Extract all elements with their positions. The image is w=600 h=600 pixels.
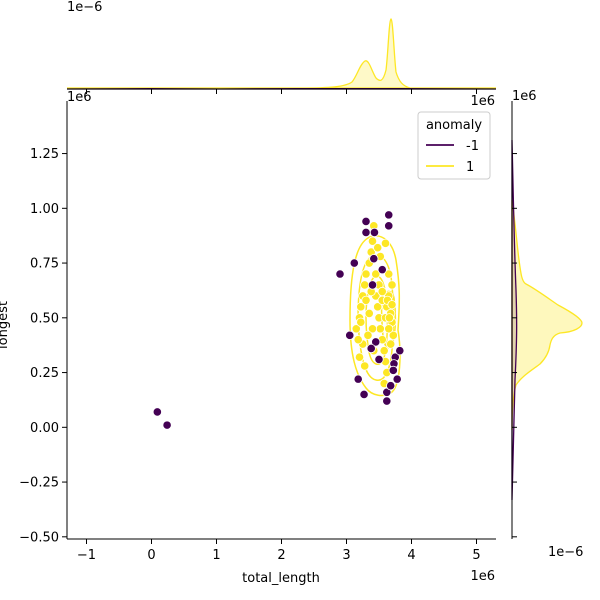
scatter-point: [351, 324, 361, 334]
x-axis-label: total_length: [242, 571, 320, 586]
scatter-point: [353, 374, 363, 384]
scatter-point: [384, 324, 394, 334]
right-marginal-kde-normal: [511, 199, 583, 431]
scatter-point: [364, 308, 374, 319]
y-axis-label: longest: [0, 301, 11, 349]
scatter-point: [363, 330, 373, 340]
x-tick-label: 1: [212, 548, 220, 563]
scatter-point: [382, 396, 392, 406]
right-marginal-offset-label-bottom: 1e−6: [548, 545, 583, 560]
y-tick-label: −0.50: [19, 530, 59, 545]
scatter-point: [384, 269, 394, 279]
legend-title: anomaly: [426, 118, 482, 133]
scatter-point: [353, 335, 363, 345]
scatter-point: [356, 302, 366, 312]
scatter-point: [361, 269, 371, 279]
top-marginal-offset-label: 1e−6: [67, 0, 102, 15]
scatter-point: [361, 227, 371, 237]
scatter-point: [384, 313, 394, 323]
main-plot: −1 0 1 2 3 4 5 −0.50 −0.25 0.00 0.25 0.50 0.75 1.00 1…: [19, 89, 517, 563]
scatter-point: [377, 265, 387, 275]
scatter-point: [371, 269, 381, 279]
scatter-point: [356, 317, 366, 327]
x-tick-label: 0: [147, 548, 155, 563]
scatter-point: [388, 365, 398, 375]
scatter-point: [395, 346, 405, 356]
scatter-point: [384, 210, 394, 220]
scatter-point: [345, 330, 355, 340]
scatter-point: [369, 254, 379, 264]
y-tick-label: 0.00: [30, 421, 59, 436]
scatter-point: [369, 227, 380, 237]
scatter-point: [367, 324, 378, 334]
scatter-point: [162, 420, 172, 430]
scatter-point: [386, 381, 396, 391]
right-marginal-offset-label-top: 1e6: [512, 89, 537, 104]
top-marginal-plot: [66, 18, 497, 90]
x-axis: −1 0 1 2 3 4 5: [77, 89, 481, 563]
scatter-point: [367, 280, 378, 290]
scatter-point: [392, 374, 402, 384]
x-tick-label: 4: [407, 548, 415, 563]
scatter-point: [377, 286, 387, 297]
scatter-point: [386, 339, 396, 349]
scatter-point: [361, 216, 371, 227]
legend: anomaly -1 1: [417, 111, 491, 180]
scatter-point: [366, 343, 376, 354]
scatter-point: [387, 280, 397, 290]
right-marginal-plot: [511, 101, 583, 539]
scatter-point: [373, 302, 383, 312]
scatter-point: [361, 295, 371, 305]
x-tick-label: 5: [472, 548, 480, 563]
scatter-point: [359, 389, 369, 400]
scatter-point: [379, 346, 389, 356]
scatter-point: [388, 330, 398, 340]
scatter-point: [374, 354, 384, 365]
scatter-point: [360, 361, 370, 371]
scatter-series-anomaly: [152, 210, 405, 430]
scatter-point: [373, 243, 383, 253]
scatter-point: [335, 269, 345, 279]
scatter-point: [375, 324, 385, 334]
scatter-point: [360, 280, 370, 290]
x-tick-label: −1: [77, 548, 96, 563]
scatter-point: [354, 352, 365, 362]
legend-label-normal: 1: [466, 160, 474, 175]
y-tick-label: 1.00: [30, 202, 59, 217]
y-tick-label: 0.50: [30, 311, 59, 326]
scatter-point: [152, 407, 162, 417]
scatter-point: [380, 238, 391, 248]
y-tick-label: −0.25: [19, 476, 59, 491]
y-axis: −0.50 −0.25 0.00 0.25 0.50 0.75 1.00 1.25: [19, 147, 517, 545]
x-tick-label: 3: [342, 548, 350, 563]
y-axis-offset-label: 1e6: [67, 90, 92, 105]
x-axis-offset-label-bottom: 1e6: [470, 569, 495, 584]
scatter-point: [384, 221, 394, 231]
legend-label-anomaly: -1: [466, 139, 479, 154]
y-tick-label: 0.75: [30, 257, 59, 272]
scatter-point: [349, 258, 359, 268]
top-marginal-kde-normal: [67, 18, 496, 89]
y-tick-label: 0.25: [30, 366, 59, 381]
scatter-point: [371, 337, 381, 347]
x-tick-label: 2: [277, 548, 285, 563]
x-axis-offset-label: 1e6: [470, 94, 495, 109]
y-tick-label: 1.25: [30, 147, 59, 162]
scatter-point: [387, 300, 397, 310]
scatter-point: [367, 236, 378, 246]
right-marginal-kde-anomaly: [511, 139, 518, 501]
